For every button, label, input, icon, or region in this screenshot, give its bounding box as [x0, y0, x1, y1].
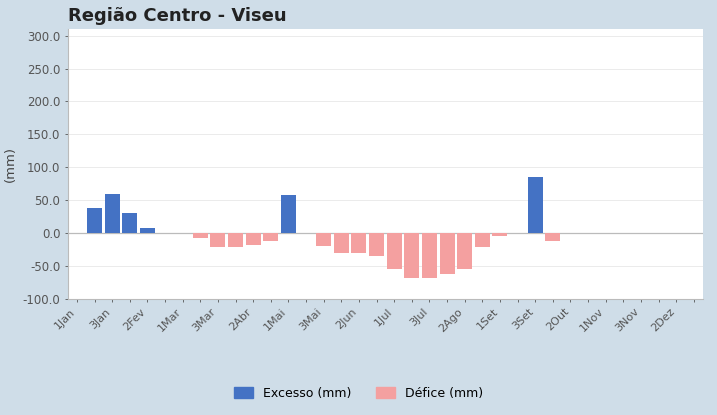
Bar [263, 233, 278, 241]
Bar [475, 233, 490, 247]
Bar [546, 233, 560, 241]
Bar [369, 233, 384, 256]
Y-axis label: (mm): (mm) [4, 146, 17, 182]
Bar [334, 233, 348, 253]
Bar [123, 213, 137, 233]
Bar [528, 177, 543, 233]
Bar [386, 233, 402, 269]
Bar [211, 233, 225, 247]
Bar [87, 208, 102, 233]
Text: Região Centro - Viseu: Região Centro - Viseu [68, 7, 287, 25]
Bar [316, 233, 331, 246]
Bar [246, 233, 261, 245]
Bar [493, 233, 508, 236]
Bar [140, 228, 155, 233]
Bar [351, 233, 366, 253]
Bar [440, 233, 455, 274]
Bar [422, 233, 437, 278]
Legend: Excesso (mm), Défice (mm): Excesso (mm), Défice (mm) [229, 382, 488, 405]
Bar [105, 193, 120, 233]
Bar [228, 233, 243, 247]
Bar [281, 195, 296, 233]
Bar [404, 233, 419, 278]
Bar [193, 233, 208, 238]
Bar [457, 233, 473, 269]
